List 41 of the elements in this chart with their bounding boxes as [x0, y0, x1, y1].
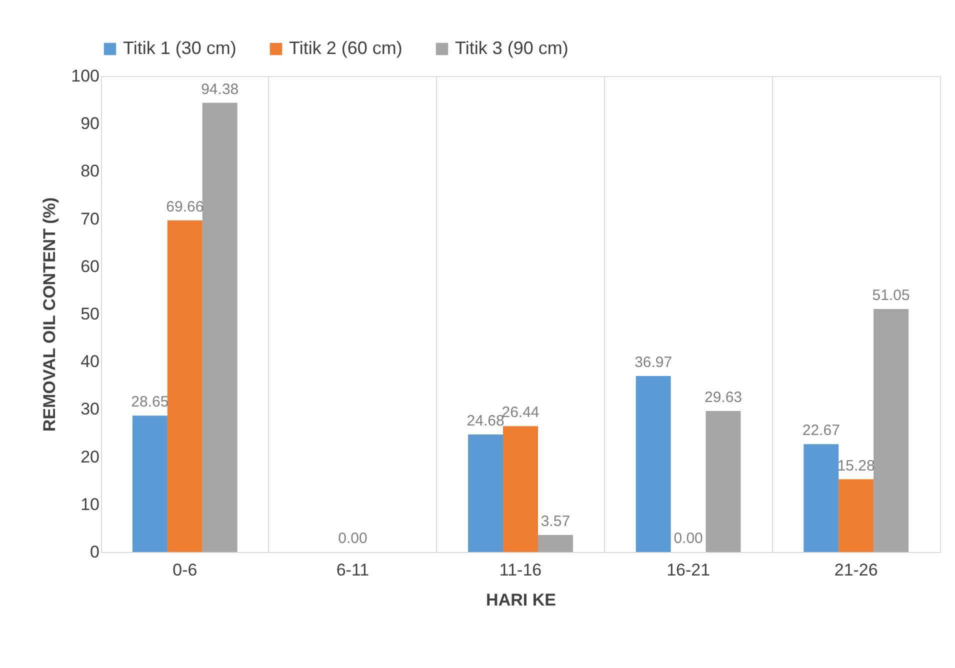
bar [874, 309, 909, 552]
x-tick-label: 11-16 [499, 560, 542, 580]
data-label: 94.38 [201, 80, 239, 98]
data-label: 51.05 [872, 287, 910, 304]
data-label: 24.68 [466, 412, 504, 430]
data-label: 36.97 [634, 354, 672, 372]
y-tick-label: 30 [80, 400, 100, 419]
y-tick-label: 40 [80, 352, 100, 372]
data-label: 22.67 [802, 422, 840, 440]
y-tick-label: 20 [80, 447, 100, 466]
x-tick-label: 6-11 [336, 560, 370, 580]
x-tick-label: 0-6 [172, 560, 198, 580]
bar [167, 220, 202, 552]
y-tick-label: 0 [90, 542, 100, 562]
legend-label: Titik 2 (60 cm) [289, 38, 402, 58]
bar [503, 426, 538, 552]
bar [468, 434, 504, 552]
bar [132, 416, 168, 552]
x-tick-label: 21-26 [834, 560, 878, 580]
y-tick-label: 70 [80, 209, 100, 228]
bar [202, 102, 238, 552]
x-axis-title: HARI KE [486, 590, 556, 610]
y-tick-label: 90 [80, 114, 100, 134]
legend-label: Titik 3 (90 cm) [455, 38, 568, 58]
data-label: 3.57 [540, 513, 570, 530]
bar [538, 535, 573, 552]
bar [706, 410, 741, 552]
data-label: 0.00 [338, 530, 368, 547]
data-label: 29.63 [704, 388, 742, 406]
y-tick-label: 100 [71, 66, 100, 86]
y-axis-title: REMOVAL OIL CONTENT (%) [40, 197, 60, 432]
y-tick-label: 60 [80, 256, 100, 276]
data-label: 0.00 [674, 530, 703, 547]
bar [636, 376, 671, 552]
legend-label: Titik 1 (30 cm) [123, 38, 236, 58]
x-tick-label: 16-21 [666, 560, 710, 580]
y-tick-label: 80 [80, 162, 100, 181]
y-tick-label: 10 [80, 494, 100, 514]
y-tick-label: 50 [80, 304, 100, 324]
bar [838, 479, 874, 552]
bar [804, 444, 839, 552]
